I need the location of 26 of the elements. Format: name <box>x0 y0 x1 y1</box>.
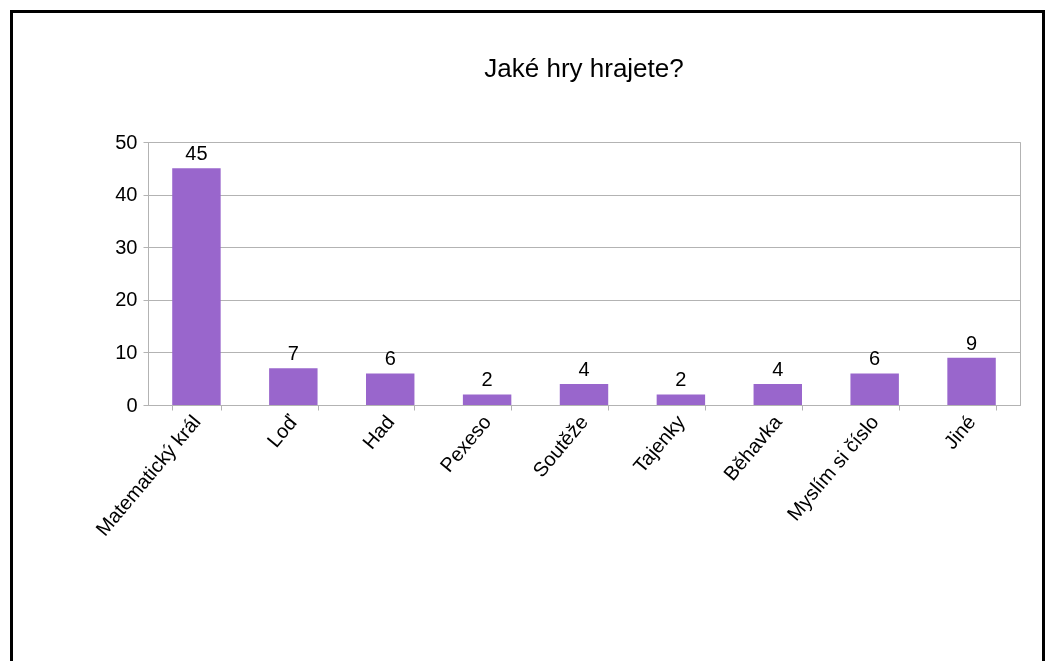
x-tick-label: Jiné <box>939 410 980 454</box>
data-label: 2 <box>675 368 687 391</box>
data-label: 6 <box>384 347 396 370</box>
bar <box>366 373 415 405</box>
data-label: 2 <box>481 368 493 391</box>
data-label: 9 <box>965 331 978 354</box>
y-tick-label: 20 <box>115 288 138 311</box>
bar <box>850 373 899 405</box>
y-tick-label: 50 <box>115 130 138 153</box>
bar <box>172 168 221 405</box>
data-label: 4 <box>578 357 590 380</box>
data-label: 7 <box>287 342 299 365</box>
y-tick-label: 0 <box>126 393 138 416</box>
bar <box>656 394 706 405</box>
bar <box>559 383 609 405</box>
data-label: 45 <box>185 142 208 165</box>
y-tick-label: 40 <box>115 183 138 206</box>
bar <box>753 383 802 405</box>
y-tick-label: 10 <box>115 340 138 363</box>
data-label: 4 <box>772 357 784 380</box>
chart-title: Jaké hry hrajete? <box>484 53 684 83</box>
y-tick-label: 30 <box>115 235 138 258</box>
data-label: 6 <box>869 347 881 370</box>
bar <box>462 394 512 405</box>
bar <box>269 368 318 405</box>
bar <box>947 357 996 405</box>
